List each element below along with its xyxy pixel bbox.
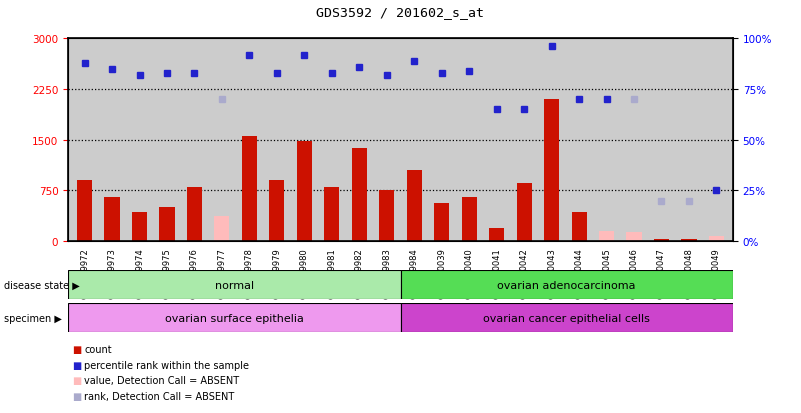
Bar — [132, 213, 147, 242]
Bar — [682, 240, 697, 242]
Bar — [654, 240, 669, 242]
Text: ■: ■ — [72, 375, 82, 385]
Bar — [269, 181, 284, 242]
Bar — [242, 136, 257, 242]
Bar — [461, 198, 477, 242]
Bar — [159, 208, 175, 242]
Bar — [400, 271, 733, 299]
Text: GDS3592 / 201602_s_at: GDS3592 / 201602_s_at — [316, 6, 485, 19]
Bar — [626, 233, 642, 242]
Bar — [489, 228, 504, 242]
Text: value, Detection Call = ABSENT: value, Detection Call = ABSENT — [84, 375, 239, 385]
Text: rank, Detection Call = ABSENT: rank, Detection Call = ABSENT — [84, 391, 235, 401]
Bar — [517, 184, 532, 242]
Bar — [400, 304, 733, 332]
Bar — [434, 203, 449, 242]
Text: ovarian surface epithelia: ovarian surface epithelia — [165, 313, 304, 323]
Bar — [297, 142, 312, 242]
Bar — [599, 231, 614, 242]
Bar — [104, 198, 119, 242]
Bar — [407, 171, 422, 242]
Bar — [379, 190, 394, 242]
Bar — [215, 217, 229, 242]
Text: specimen ▶: specimen ▶ — [4, 313, 62, 323]
Bar — [572, 213, 586, 242]
Text: count: count — [84, 344, 111, 354]
Bar — [68, 271, 400, 299]
Bar — [544, 100, 559, 242]
Bar — [77, 181, 92, 242]
Bar — [324, 188, 340, 242]
Text: ■: ■ — [72, 344, 82, 354]
Text: ovarian adenocarcinoma: ovarian adenocarcinoma — [497, 280, 636, 290]
Text: percentile rank within the sample: percentile rank within the sample — [84, 360, 249, 370]
Text: disease state ▶: disease state ▶ — [4, 280, 80, 290]
Bar — [187, 188, 202, 242]
Text: ■: ■ — [72, 391, 82, 401]
Bar — [709, 237, 724, 242]
Text: ■: ■ — [72, 360, 82, 370]
Bar — [68, 304, 400, 332]
Text: ovarian cancer epithelial cells: ovarian cancer epithelial cells — [483, 313, 650, 323]
Bar — [352, 149, 367, 242]
Text: normal: normal — [215, 280, 254, 290]
